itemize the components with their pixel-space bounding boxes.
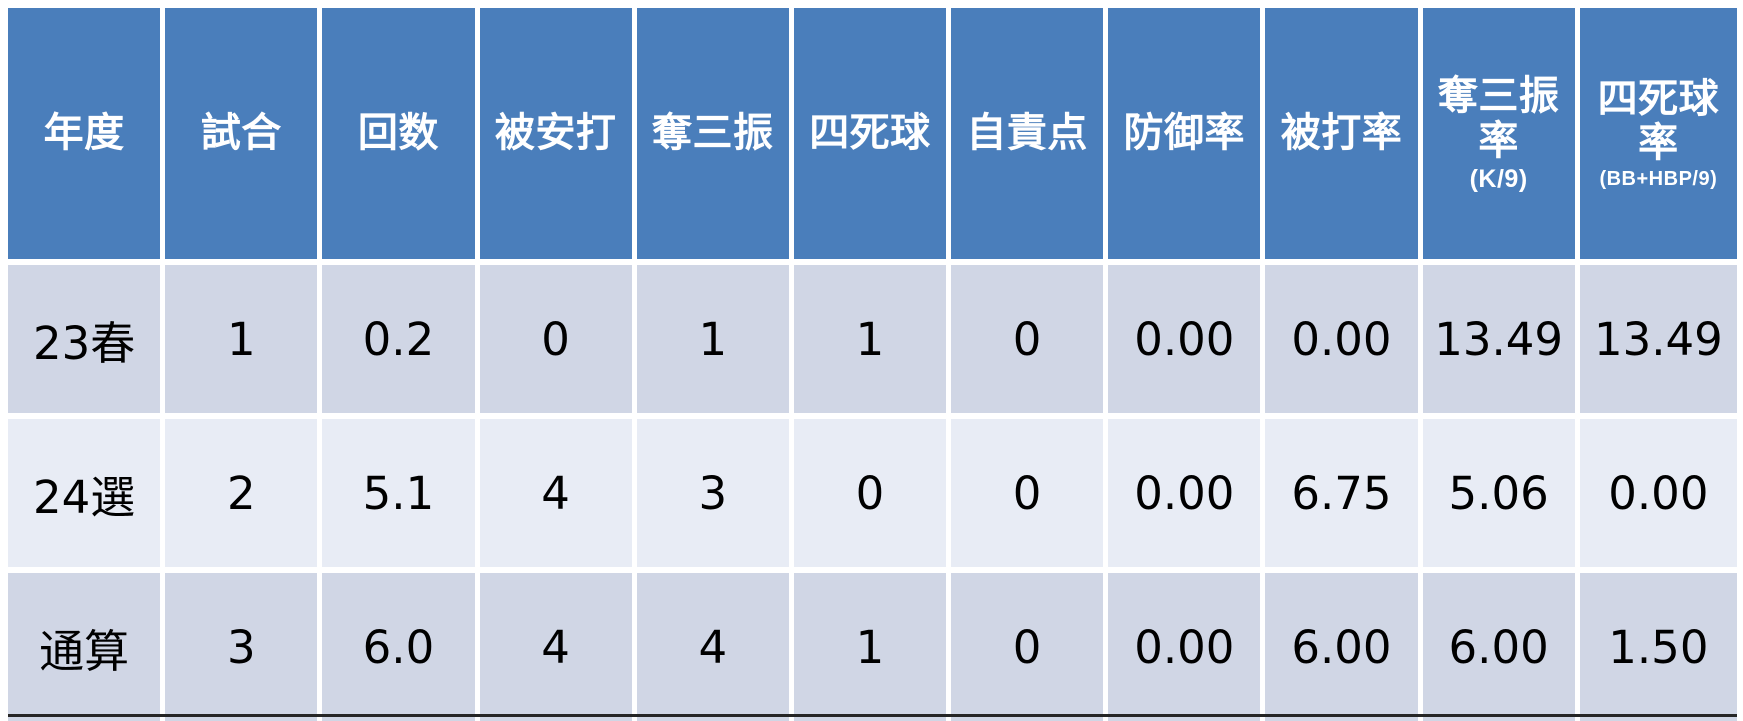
table-header: 年度 試合 回数 被安打 奪三振 四死球 自責点 bbox=[8, 8, 1737, 265]
cell-era: 0.00 bbox=[1108, 265, 1266, 419]
column-header-earned-runs: 自責点 bbox=[951, 8, 1109, 265]
cell-year: 23春 bbox=[8, 265, 166, 419]
column-header-hits-allowed: 被安打 bbox=[479, 8, 637, 265]
column-header-year-label: 年度 bbox=[43, 111, 125, 156]
column-header-era: 防御率 bbox=[1108, 8, 1266, 265]
cell-hits-allowed: 4 bbox=[479, 419, 637, 573]
column-header-walk-rate-label: 四死球率 bbox=[1597, 76, 1720, 166]
column-header-batting-average-against: 被打率 bbox=[1265, 8, 1423, 265]
cell-year: 24選 bbox=[8, 419, 166, 573]
cell-strikeouts: 4 bbox=[636, 573, 794, 721]
cell-innings: 0.2 bbox=[322, 265, 480, 419]
table-body: 23春 1 0.2 0 1 1 0 0.00 0.00 13.49 13.49 … bbox=[8, 265, 1737, 721]
column-header-era-label: 防御率 bbox=[1123, 111, 1246, 156]
column-header-walk-rate: 四死球率 (BB+HBP/9) bbox=[1579, 8, 1737, 265]
column-header-baa-label: 被打率 bbox=[1280, 111, 1403, 156]
cell-era: 0.00 bbox=[1108, 573, 1266, 721]
cell-baa: 0.00 bbox=[1265, 265, 1423, 419]
cell-year: 通算 bbox=[8, 573, 166, 721]
column-header-strikeout-rate-sublabel: (K/9) bbox=[1469, 165, 1528, 194]
column-header-strikeouts-label: 奪三振 bbox=[652, 111, 774, 156]
table-row: 23春 1 0.2 0 1 1 0 0.00 0.00 13.49 13.49 bbox=[8, 265, 1737, 419]
cell-walks-hbp: 1 bbox=[793, 265, 952, 419]
column-header-innings-label: 回数 bbox=[357, 111, 439, 156]
table-bottom-rule bbox=[8, 714, 1737, 717]
cell-innings: 6.0 bbox=[322, 573, 480, 721]
cell-baa: 6.75 bbox=[1265, 419, 1423, 573]
column-header-games-label: 試合 bbox=[200, 111, 282, 156]
column-header-strikeout-rate-label: 奪三振率 bbox=[1437, 73, 1560, 163]
column-header-hits-allowed-label: 被安打 bbox=[494, 111, 617, 156]
cell-bb9: 0.00 bbox=[1579, 419, 1737, 573]
cell-games: 1 bbox=[165, 265, 323, 419]
cell-bb9: 13.49 bbox=[1579, 265, 1737, 419]
table-row: 通算 3 6.0 4 4 1 0 0.00 6.00 6.00 1.50 bbox=[8, 573, 1737, 721]
cell-era: 0.00 bbox=[1108, 419, 1266, 573]
cell-hits-allowed: 0 bbox=[479, 265, 637, 419]
cell-bb9: 1.50 bbox=[1579, 573, 1737, 721]
cell-earned-runs: 0 bbox=[951, 573, 1109, 721]
cell-earned-runs: 0 bbox=[951, 419, 1109, 573]
column-header-walks-hbp: 四死球 bbox=[793, 8, 952, 265]
cell-games: 2 bbox=[165, 419, 323, 573]
column-header-walks-hbp-label: 四死球 bbox=[809, 111, 931, 156]
column-header-strikeout-rate: 奪三振率 (K/9) bbox=[1422, 8, 1580, 265]
cell-walks-hbp: 0 bbox=[793, 419, 952, 573]
cell-innings: 5.1 bbox=[322, 419, 480, 573]
cell-k9: 13.49 bbox=[1422, 265, 1580, 419]
cell-baa: 6.00 bbox=[1265, 573, 1423, 721]
cell-strikeouts: 1 bbox=[636, 265, 794, 419]
cell-k9: 6.00 bbox=[1422, 573, 1580, 721]
cell-k9: 5.06 bbox=[1422, 419, 1580, 573]
column-header-games: 試合 bbox=[165, 8, 323, 265]
table-row: 24選 2 5.1 4 3 0 0 0.00 6.75 5.06 0.00 bbox=[8, 419, 1737, 573]
pitching-stats-table: 年度 試合 回数 被安打 奪三振 四死球 自責点 bbox=[8, 8, 1737, 721]
cell-walks-hbp: 1 bbox=[793, 573, 952, 721]
cell-strikeouts: 3 bbox=[636, 419, 794, 573]
cell-hits-allowed: 4 bbox=[479, 573, 637, 721]
table-header-row: 年度 試合 回数 被安打 奪三振 四死球 自責点 bbox=[8, 8, 1737, 265]
column-header-year: 年度 bbox=[8, 8, 166, 265]
column-header-strikeouts: 奪三振 bbox=[636, 8, 794, 265]
cell-earned-runs: 0 bbox=[951, 265, 1109, 419]
column-header-walk-rate-sublabel: (BB+HBP/9) bbox=[1599, 168, 1718, 191]
cell-games: 3 bbox=[165, 573, 323, 721]
column-header-innings: 回数 bbox=[322, 8, 480, 265]
column-header-earned-runs-label: 自責点 bbox=[966, 111, 1088, 156]
